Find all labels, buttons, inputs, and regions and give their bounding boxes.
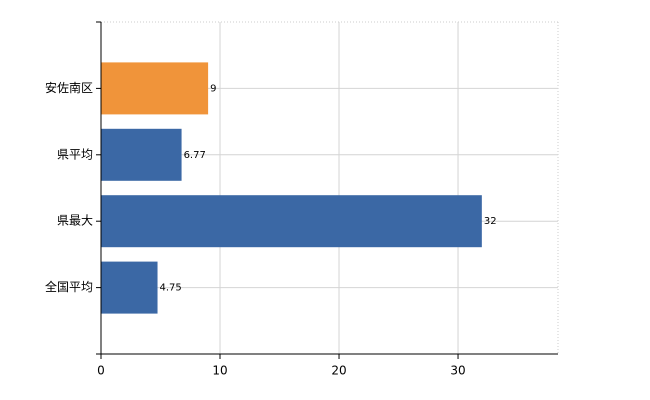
value-label: 4.75 xyxy=(160,283,182,294)
y-tick-label: 全国平均 xyxy=(45,279,93,294)
bar xyxy=(101,195,482,248)
y-tick-label: 県最大 xyxy=(57,214,93,228)
y-tick-label: 安佐南区 xyxy=(45,80,93,95)
x-tick-label: 30 xyxy=(450,364,465,378)
bar xyxy=(101,62,209,115)
bar xyxy=(101,128,182,181)
x-tick-label: 0 xyxy=(97,364,105,378)
bar xyxy=(101,261,158,314)
value-label: 9 xyxy=(210,83,216,94)
y-tick-label: 県平均 xyxy=(57,147,93,161)
x-tick-label: 20 xyxy=(331,364,346,378)
value-label: 32 xyxy=(484,216,497,227)
value-label: 6.77 xyxy=(184,150,206,161)
x-tick-label: 10 xyxy=(212,364,227,378)
